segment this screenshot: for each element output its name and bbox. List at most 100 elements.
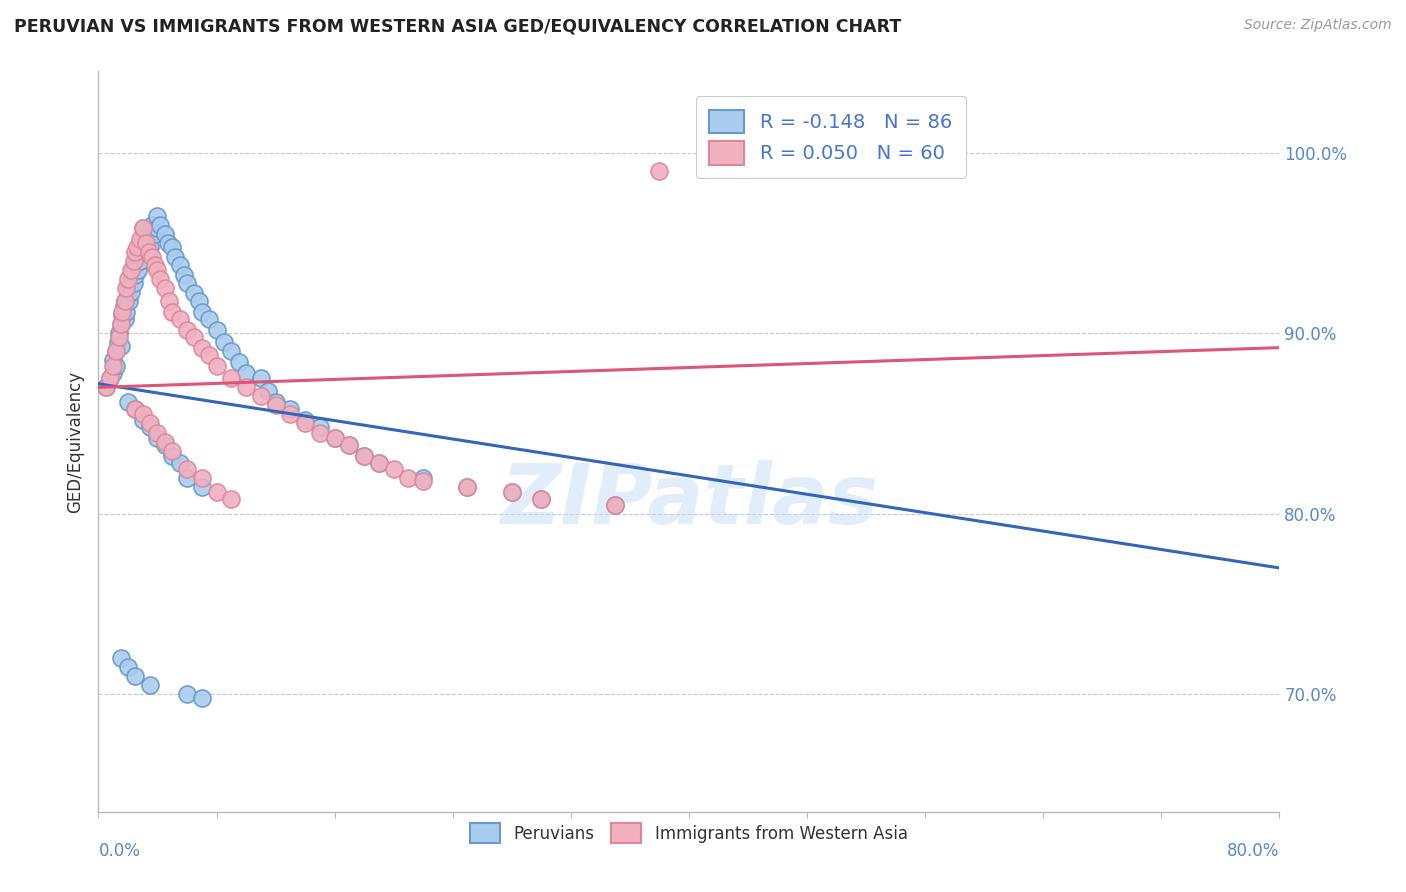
Point bbox=[103, 353, 125, 368]
Point bbox=[149, 272, 172, 286]
Point bbox=[191, 480, 214, 494]
Point bbox=[501, 485, 523, 500]
Point bbox=[124, 244, 146, 259]
Point bbox=[176, 470, 198, 484]
Point bbox=[205, 359, 228, 373]
Point bbox=[107, 335, 129, 350]
Point bbox=[228, 355, 250, 369]
Point bbox=[162, 443, 183, 458]
Point bbox=[110, 317, 132, 331]
Point bbox=[169, 456, 191, 470]
Point bbox=[125, 251, 148, 265]
Point bbox=[530, 492, 553, 507]
Point bbox=[353, 449, 375, 463]
Point bbox=[114, 293, 136, 308]
Point bbox=[205, 322, 228, 336]
Point bbox=[94, 380, 117, 394]
Point bbox=[309, 425, 332, 440]
Point bbox=[162, 239, 183, 253]
Point bbox=[125, 239, 148, 253]
Point bbox=[105, 344, 128, 359]
Point bbox=[235, 366, 257, 380]
Point bbox=[153, 438, 176, 452]
Point bbox=[191, 470, 214, 484]
Point bbox=[205, 485, 228, 500]
Point bbox=[103, 359, 125, 373]
Point bbox=[124, 402, 146, 417]
Point bbox=[280, 408, 302, 422]
Point bbox=[138, 227, 160, 241]
Point bbox=[143, 227, 166, 241]
Y-axis label: GED/Equivalency: GED/Equivalency bbox=[66, 370, 84, 513]
Point bbox=[280, 402, 302, 417]
Text: 80.0%: 80.0% bbox=[1227, 842, 1279, 860]
Point bbox=[105, 359, 128, 373]
Point bbox=[124, 669, 146, 683]
Point bbox=[353, 449, 375, 463]
Point bbox=[139, 420, 162, 434]
Point bbox=[169, 311, 191, 326]
Point bbox=[221, 371, 243, 385]
Point bbox=[117, 394, 139, 409]
Point bbox=[368, 456, 391, 470]
Point bbox=[136, 235, 159, 250]
Point bbox=[128, 232, 150, 246]
Point bbox=[121, 263, 143, 277]
Point bbox=[173, 268, 195, 283]
Point bbox=[94, 380, 117, 394]
Point bbox=[146, 431, 169, 445]
Point bbox=[153, 434, 176, 449]
Point bbox=[110, 651, 132, 665]
Point bbox=[139, 239, 162, 253]
Point bbox=[412, 470, 434, 484]
Point bbox=[153, 227, 176, 241]
Point bbox=[198, 348, 221, 362]
Point bbox=[412, 475, 434, 489]
Point bbox=[146, 209, 169, 223]
Point bbox=[169, 258, 191, 272]
Point bbox=[132, 413, 155, 427]
Point bbox=[183, 330, 205, 344]
Point bbox=[221, 492, 243, 507]
Point bbox=[111, 304, 134, 318]
Legend: Peruvians, Immigrants from Western Asia: Peruvians, Immigrants from Western Asia bbox=[463, 814, 915, 852]
Point bbox=[176, 687, 198, 701]
Point bbox=[108, 326, 131, 341]
Point bbox=[132, 408, 155, 422]
Point bbox=[128, 254, 150, 268]
Point bbox=[120, 272, 142, 286]
Point bbox=[250, 371, 273, 385]
Point bbox=[115, 304, 138, 318]
Point bbox=[191, 690, 214, 705]
Point bbox=[176, 461, 198, 475]
Point bbox=[157, 293, 180, 308]
Point bbox=[132, 232, 155, 246]
Point bbox=[146, 221, 169, 235]
Point bbox=[112, 299, 135, 313]
Point bbox=[382, 461, 405, 475]
Point bbox=[117, 272, 139, 286]
Point bbox=[398, 470, 420, 484]
Point bbox=[114, 311, 136, 326]
Point bbox=[339, 438, 361, 452]
Point bbox=[143, 258, 166, 272]
Point bbox=[368, 456, 391, 470]
Point bbox=[187, 293, 209, 308]
Point bbox=[235, 380, 257, 394]
Point bbox=[124, 268, 146, 283]
Text: 0.0%: 0.0% bbox=[98, 842, 141, 860]
Point bbox=[294, 417, 316, 431]
Point bbox=[146, 263, 169, 277]
Point bbox=[139, 678, 162, 692]
Point bbox=[257, 384, 280, 398]
Point bbox=[250, 389, 273, 403]
Point bbox=[105, 344, 128, 359]
Text: ZIPatlas: ZIPatlas bbox=[501, 460, 877, 541]
Point bbox=[114, 293, 136, 308]
Point bbox=[110, 339, 132, 353]
Point bbox=[176, 276, 198, 290]
Point bbox=[221, 344, 243, 359]
Point bbox=[135, 244, 157, 259]
Point bbox=[212, 335, 235, 350]
Point bbox=[191, 304, 214, 318]
